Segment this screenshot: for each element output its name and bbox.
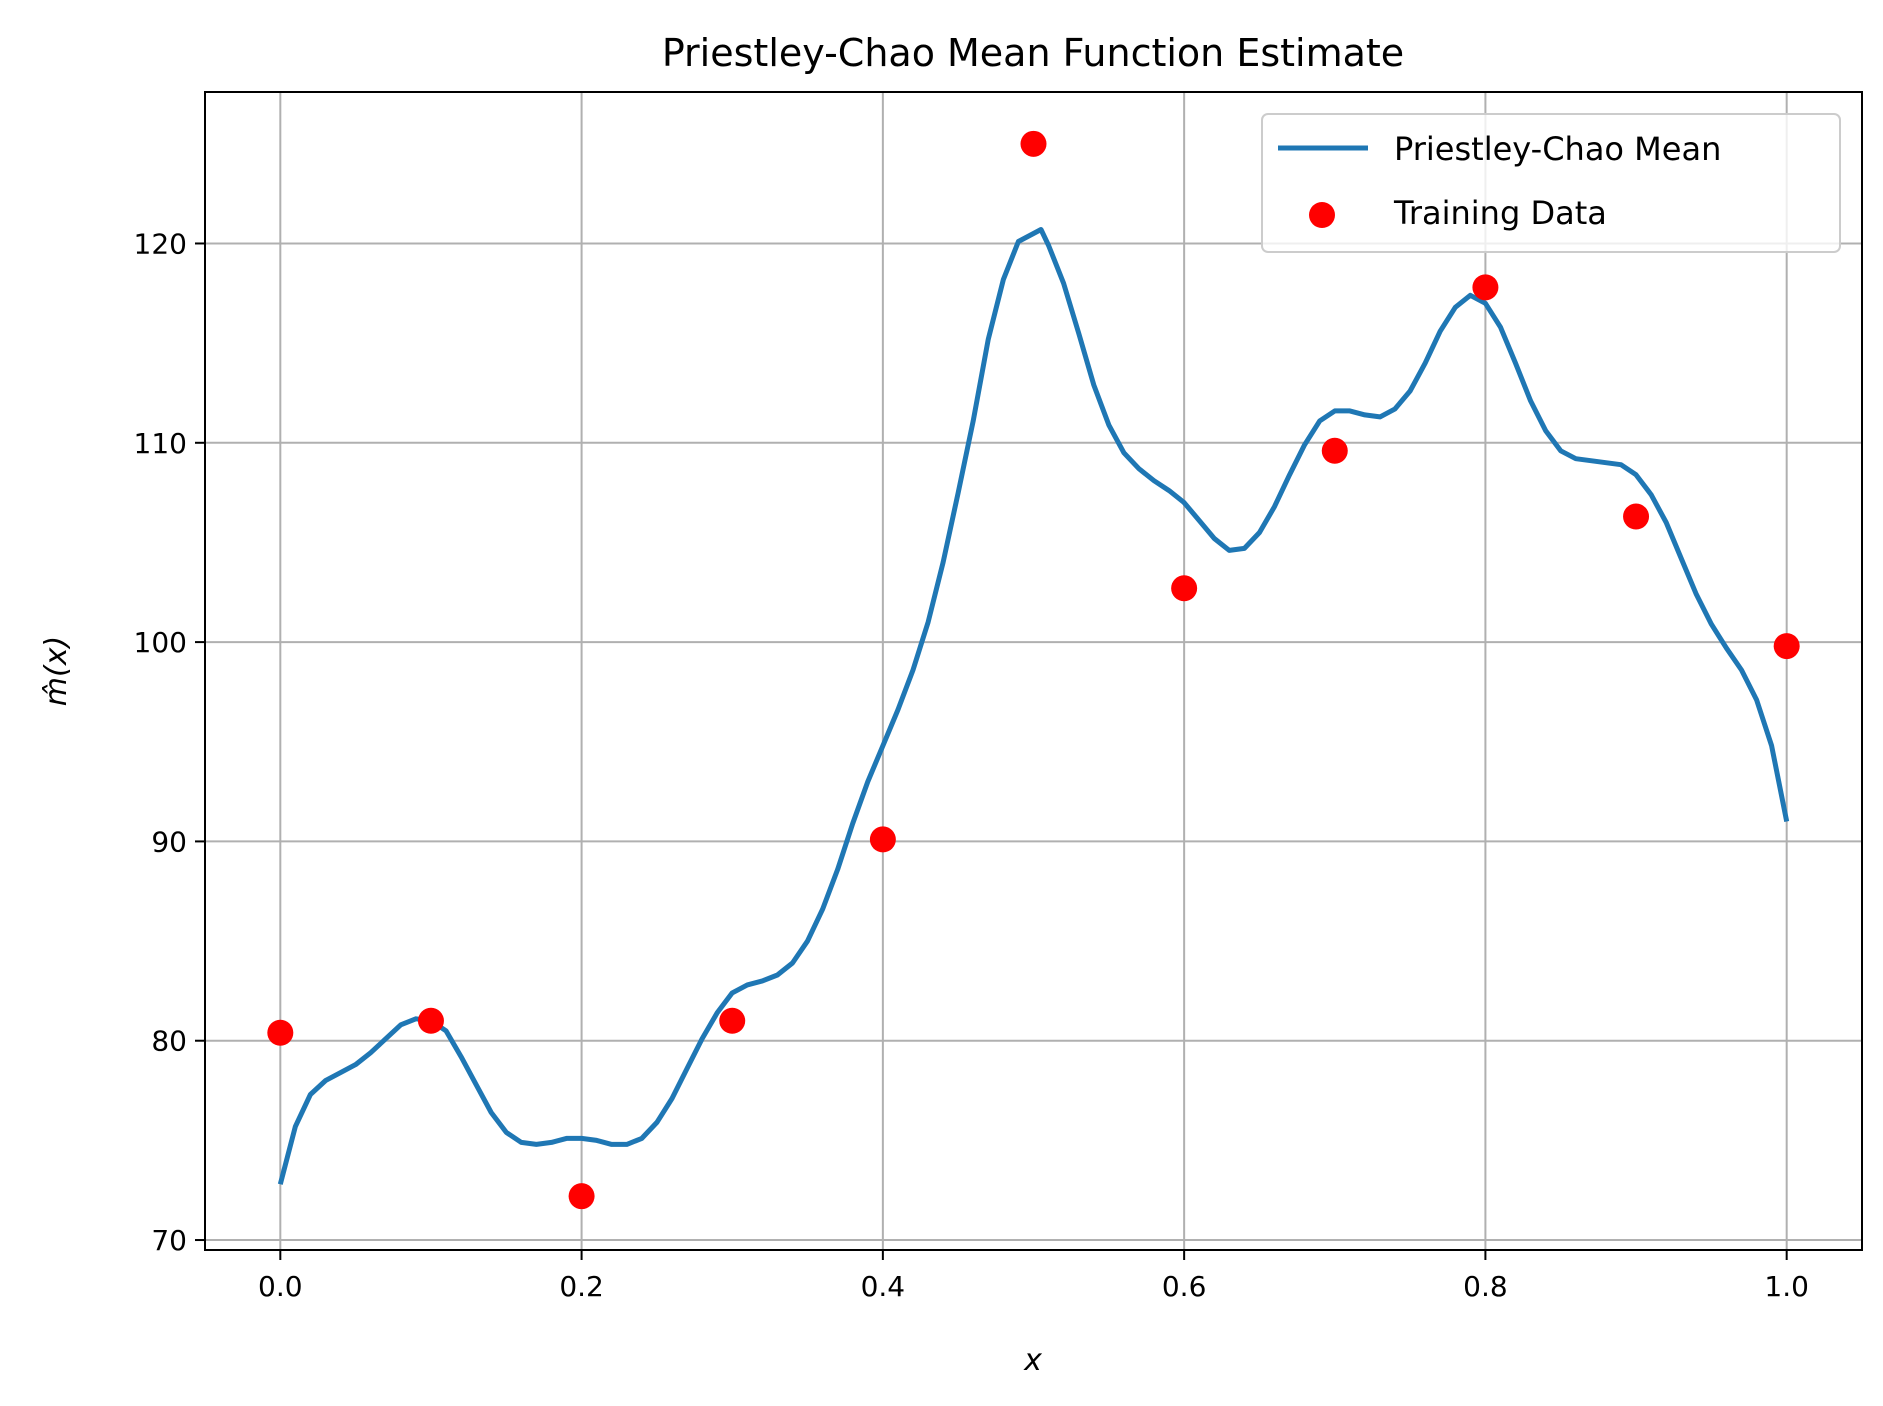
x-tick-label: 1.0 [1764, 1270, 1809, 1303]
legend-label-mean: Priestley-Chao Mean [1394, 130, 1721, 168]
chart-title: Priestley-Chao Mean Function Estimate [662, 31, 1404, 75]
grid [205, 92, 1862, 1250]
plot-area [267, 130, 1800, 1210]
x-tick-label: 0.6 [1162, 1270, 1207, 1303]
y-tick-label: 90 [151, 825, 187, 858]
x-tick-label: 0.2 [559, 1270, 604, 1303]
training-data-point [1020, 130, 1047, 157]
x-tick-label: 0.8 [1463, 1270, 1508, 1303]
axis-ticks: 0.0 0.2 0.4 0.6 0.8 1.0 70 80 90 100 110 120 [134, 227, 1809, 1303]
training-data-point [417, 1007, 444, 1034]
training-data-point [1472, 274, 1499, 301]
y-tick-label: 100 [134, 626, 187, 659]
legend-marker-swatch [1309, 202, 1335, 228]
y-tick-label: 80 [151, 1025, 187, 1058]
training-data-point [1773, 633, 1800, 660]
training-data-point [267, 1019, 294, 1046]
y-tick-label: 70 [151, 1224, 187, 1257]
plot-frame [204, 91, 1863, 1251]
legend-box [1261, 113, 1841, 253]
legend-label-training: Training Data [1393, 194, 1607, 232]
training-data-point [1623, 503, 1650, 530]
y-axis-label: m̂(x) [39, 636, 74, 706]
training-data-point [869, 826, 896, 853]
y-tick-label: 120 [134, 227, 187, 260]
y-tick-label: 110 [134, 427, 187, 460]
x-tick-label: 0.4 [861, 1270, 906, 1303]
training-data-point [568, 1183, 595, 1210]
training-data-point [719, 1007, 746, 1034]
x-axis-label: x [1023, 1343, 1042, 1378]
training-data-point [1321, 437, 1348, 464]
legend: Priestley-Chao Mean Training Data [1261, 113, 1841, 253]
x-tick-label: 0.0 [258, 1270, 303, 1303]
training-data-point [1171, 575, 1198, 602]
series-line-mean [277, 227, 1790, 1185]
